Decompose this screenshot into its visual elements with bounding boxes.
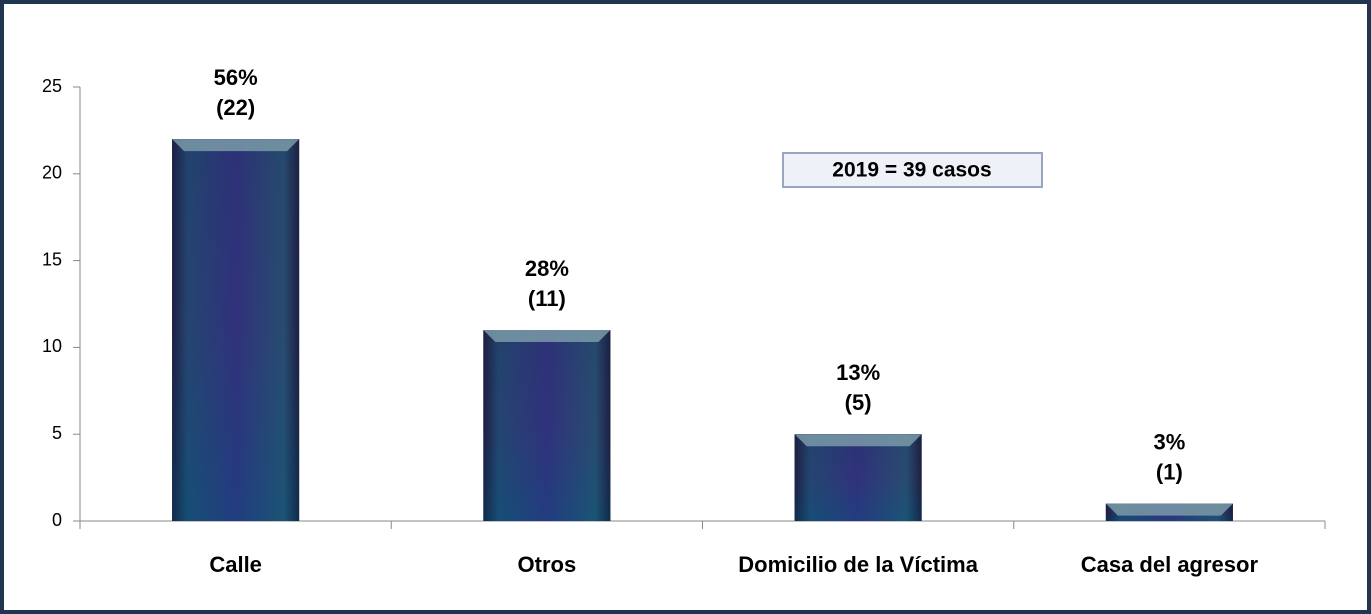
x-tick-label: Casa del agresor <box>1081 552 1259 577</box>
y-tick-label: 15 <box>42 249 62 269</box>
y-tick-label: 20 <box>42 163 62 183</box>
bar-tint <box>483 330 611 521</box>
percent-label: 28% <box>525 256 569 281</box>
bar-bevel <box>172 139 300 152</box>
percent-label: 13% <box>836 360 880 385</box>
x-tick-label: Calle <box>209 552 262 577</box>
bar-bevel <box>794 434 922 447</box>
annotation: 2019 = 39 casos <box>832 159 991 182</box>
percent-label: 3% <box>1153 429 1185 454</box>
x-tick-label: Otros <box>518 552 577 577</box>
value-label: (5) <box>845 390 872 415</box>
bar-tint <box>172 139 300 521</box>
bar-bevel <box>483 330 611 343</box>
y-tick-label: 10 <box>42 336 62 356</box>
percent-label: 56% <box>214 65 258 90</box>
value-label: (22) <box>216 95 255 120</box>
bar-tint <box>794 434 922 521</box>
y-tick-label: 5 <box>52 423 62 443</box>
bar-bevel <box>1105 503 1233 516</box>
annotation-box <box>782 152 1043 188</box>
value-label: (1) <box>1156 459 1183 484</box>
y-tick-label: 0 <box>52 510 62 530</box>
value-label: (11) <box>528 286 566 311</box>
x-tick-label: Domicilio de la Víctima <box>738 552 978 577</box>
y-tick-label: 25 <box>42 76 62 96</box>
